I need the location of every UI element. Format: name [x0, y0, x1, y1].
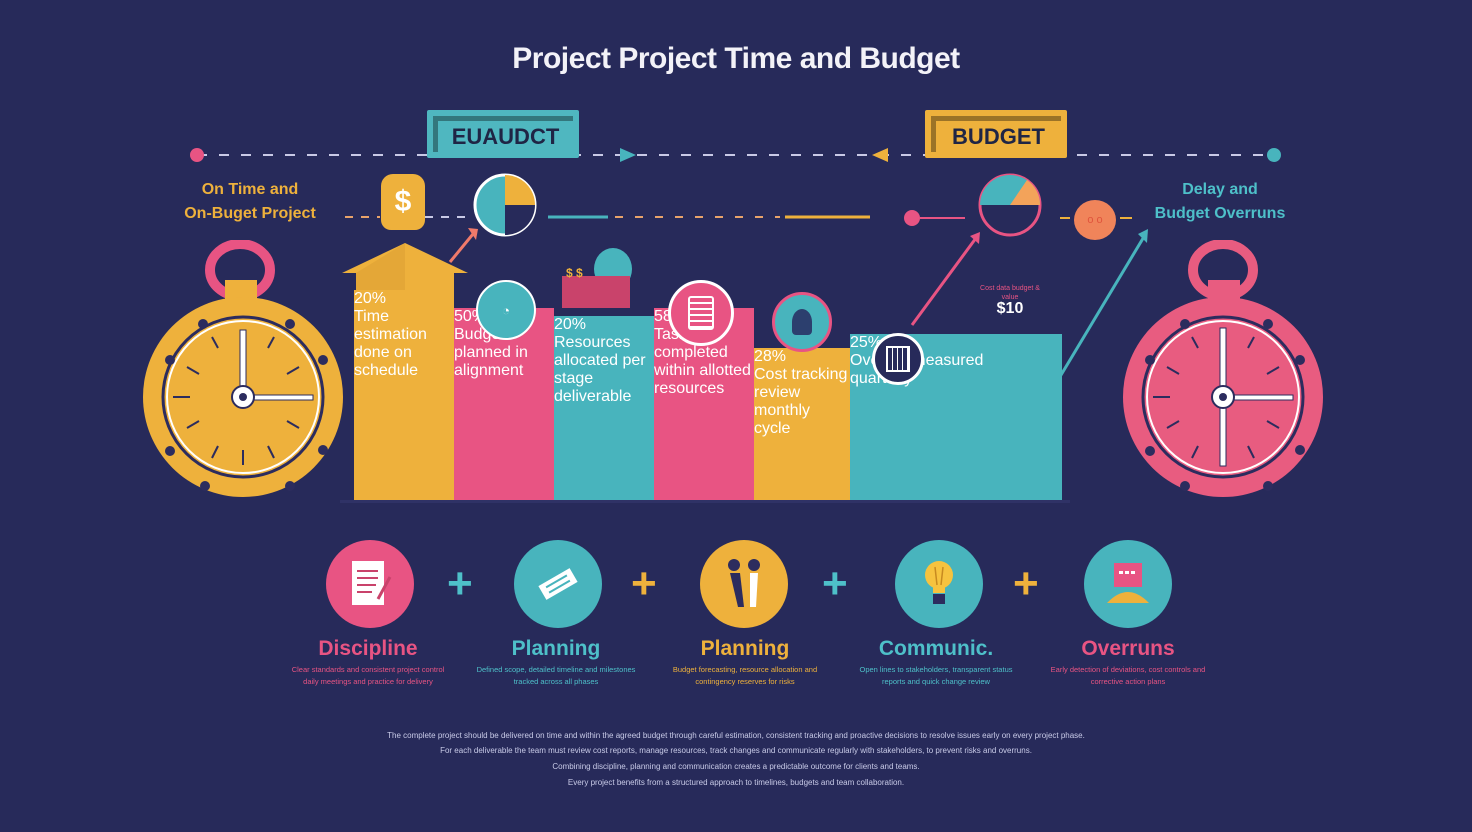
page-title: Project Project Time and Budget	[512, 42, 960, 75]
pillar-desc-overruns: Early detection of deviations, cost cont…	[1050, 665, 1206, 686]
pillar-desc-planning: Defined scope, detailed timeline and mil…	[476, 665, 636, 686]
delay-caption: Delay and Budget Overruns	[1140, 178, 1300, 226]
left-label-text: EUAUDCT	[433, 116, 573, 152]
footer-line-4: Every project benefits from a structured…	[567, 778, 905, 787]
bar-5-description: Cost tracking review monthly cycle	[754, 366, 848, 437]
checklist-icon	[668, 280, 734, 346]
coins-icon: o o	[1074, 200, 1116, 240]
pillar-title-planning: Planning	[511, 637, 601, 660]
plus-sign-4: +	[1013, 559, 1039, 608]
pillar-title-discipline: Discipline	[318, 637, 418, 660]
right-label-text: BUDGET	[931, 116, 1061, 152]
right-label-box: BUDGET	[925, 110, 1067, 158]
on-time-caption-line2: On-Buget Project	[184, 205, 316, 222]
pillar-title-planning-2: Planning	[700, 637, 790, 660]
plus-sign-2: +	[631, 559, 657, 608]
plus-sign-3: +	[822, 559, 848, 608]
document-icon	[352, 561, 392, 605]
bar-3-percent: 20%	[554, 316, 587, 333]
pillar-desc-communication: Open lines to stakeholders, transparent …	[859, 665, 1013, 686]
team-icon	[728, 559, 760, 607]
bar-5-percent: 28%	[754, 348, 787, 365]
calendar-grid-icon	[872, 333, 924, 385]
delay-caption-line1: Delay and	[1182, 181, 1258, 198]
pillar-desc-discipline: Clear standards and consistent project c…	[291, 665, 445, 686]
bar-1: 20% Time estimation done on schedule	[354, 290, 454, 502]
delay-caption-line2: Budget Overruns	[1154, 205, 1286, 222]
bar-2: 50% Budget planned in alignment	[454, 308, 554, 502]
left-label-box: EUAUDCT	[427, 110, 579, 158]
bar-4-description: Tasks completed within allotted resource…	[654, 326, 751, 397]
footer-line-1: The complete project should be delivered…	[387, 731, 1085, 740]
gauge-icon: ◔	[476, 280, 536, 340]
on-time-caption: On Time and On-Buget Project	[160, 178, 340, 226]
footer-line-3: Combining discipline, planning and commu…	[552, 762, 920, 771]
pillar-title-overruns: Overruns	[1081, 637, 1175, 660]
money-bubble-icon: $ $	[562, 248, 632, 310]
bar-3: 20% Resources allocated per stage delive…	[554, 316, 654, 502]
plus-sign-1: +	[447, 559, 473, 608]
overrun-value: $10	[996, 300, 1024, 317]
bar-1-percent: 20%	[354, 290, 387, 307]
footer-line-2: For each deliverable the team must revie…	[440, 746, 1032, 755]
stopwatch-yellow-icon	[143, 240, 343, 497]
pillar-desc-planning-2: Budget forecasting, resource allocation …	[672, 665, 818, 686]
bar-3-description: Resources allocated per stage deliverabl…	[554, 334, 646, 405]
overrun-caption: Cost data budget & value	[980, 285, 1040, 301]
lightbulb-icon	[925, 561, 953, 604]
on-time-caption-line1: On Time and	[201, 181, 299, 198]
people-icon	[772, 292, 832, 352]
ticket-icon	[538, 568, 578, 600]
dollar-tag-icon: $	[381, 174, 425, 230]
pillar-icon-discipline	[326, 540, 414, 628]
pie-chart-icon-right	[978, 173, 1042, 237]
pillar-title-communication: Communic.	[878, 637, 994, 660]
money-bubble-text: $ $	[566, 266, 583, 280]
bars-baseline	[340, 500, 1070, 503]
pillar-icon-overruns	[1084, 540, 1172, 628]
pie-chart-icon-left	[473, 173, 537, 237]
pillar-icon-communication	[895, 540, 983, 628]
presentation-icon	[1107, 563, 1149, 603]
bar-5: 28% Cost tracking review monthly cycle	[754, 348, 850, 502]
bar-1-description: Time estimation done on schedule	[354, 308, 427, 379]
pillar-icon-planning	[514, 540, 602, 628]
stopwatch-pink-icon	[1123, 240, 1323, 497]
pillar-icon-planning-2	[700, 540, 788, 628]
